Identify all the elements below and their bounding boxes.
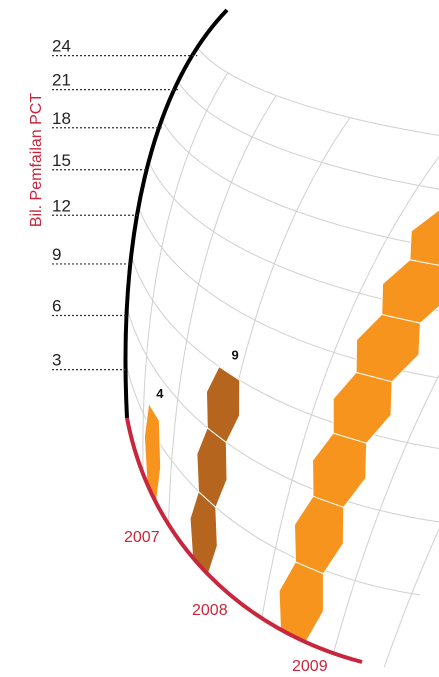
y-tick-label-21: 21 [52,71,71,90]
grid-line-radial-3 [261,155,439,619]
grid-line-arc-9 [130,255,439,450]
chart-bars: 4920 [143,209,439,643]
y-tick-label-6: 6 [52,296,61,315]
grid-line-arc-15 [148,161,439,312]
grid-line-arc-12 [138,207,439,379]
x-axis-curve [125,417,363,664]
y-tick-label-9: 9 [52,245,61,264]
bar-2009-segment-2 [312,432,368,508]
grid-line-arc-18 [161,119,439,249]
y-tick-label-3: 3 [52,351,61,370]
bar-2009-segment-4 [355,313,421,383]
bar-2009-segment-3 [332,371,393,444]
x-tick-label-2007: 2007 [124,529,160,546]
bar-2009-segment-6 [409,209,439,266]
grid-line-arc-21 [177,81,439,190]
grid-line-radial-5 [383,528,439,668]
bar-2009-segment-1 [293,495,345,575]
grid-line-arc-6 [126,307,439,523]
y-tick-label-15: 15 [52,151,71,170]
chart-labels: Bil. Pemfailan PCT 2007 2008 2009 [28,93,328,675]
grid-line-arc-24 [196,47,439,136]
x-tick-label-2009: 2009 [292,658,328,675]
data-label-2008: 9 [232,347,239,362]
bar-2009-segment-5 [381,259,439,324]
y-tick-label-18: 18 [52,109,71,128]
y-axis-ticks: 3 6 9 12 15 18 21 24 [52,37,198,371]
bar-2009-segment-0 [278,561,324,643]
bar-2008-segment-2 [205,365,241,444]
y-axis-label: Bil. Pemfailan PCT [28,93,45,227]
data-label-2007: 4 [156,386,164,401]
x-tick-label-2008: 2008 [192,602,228,619]
y-tick-label-24: 24 [52,37,71,56]
y-axis-curve [123,8,229,419]
y-tick-label-12: 12 [52,196,71,215]
